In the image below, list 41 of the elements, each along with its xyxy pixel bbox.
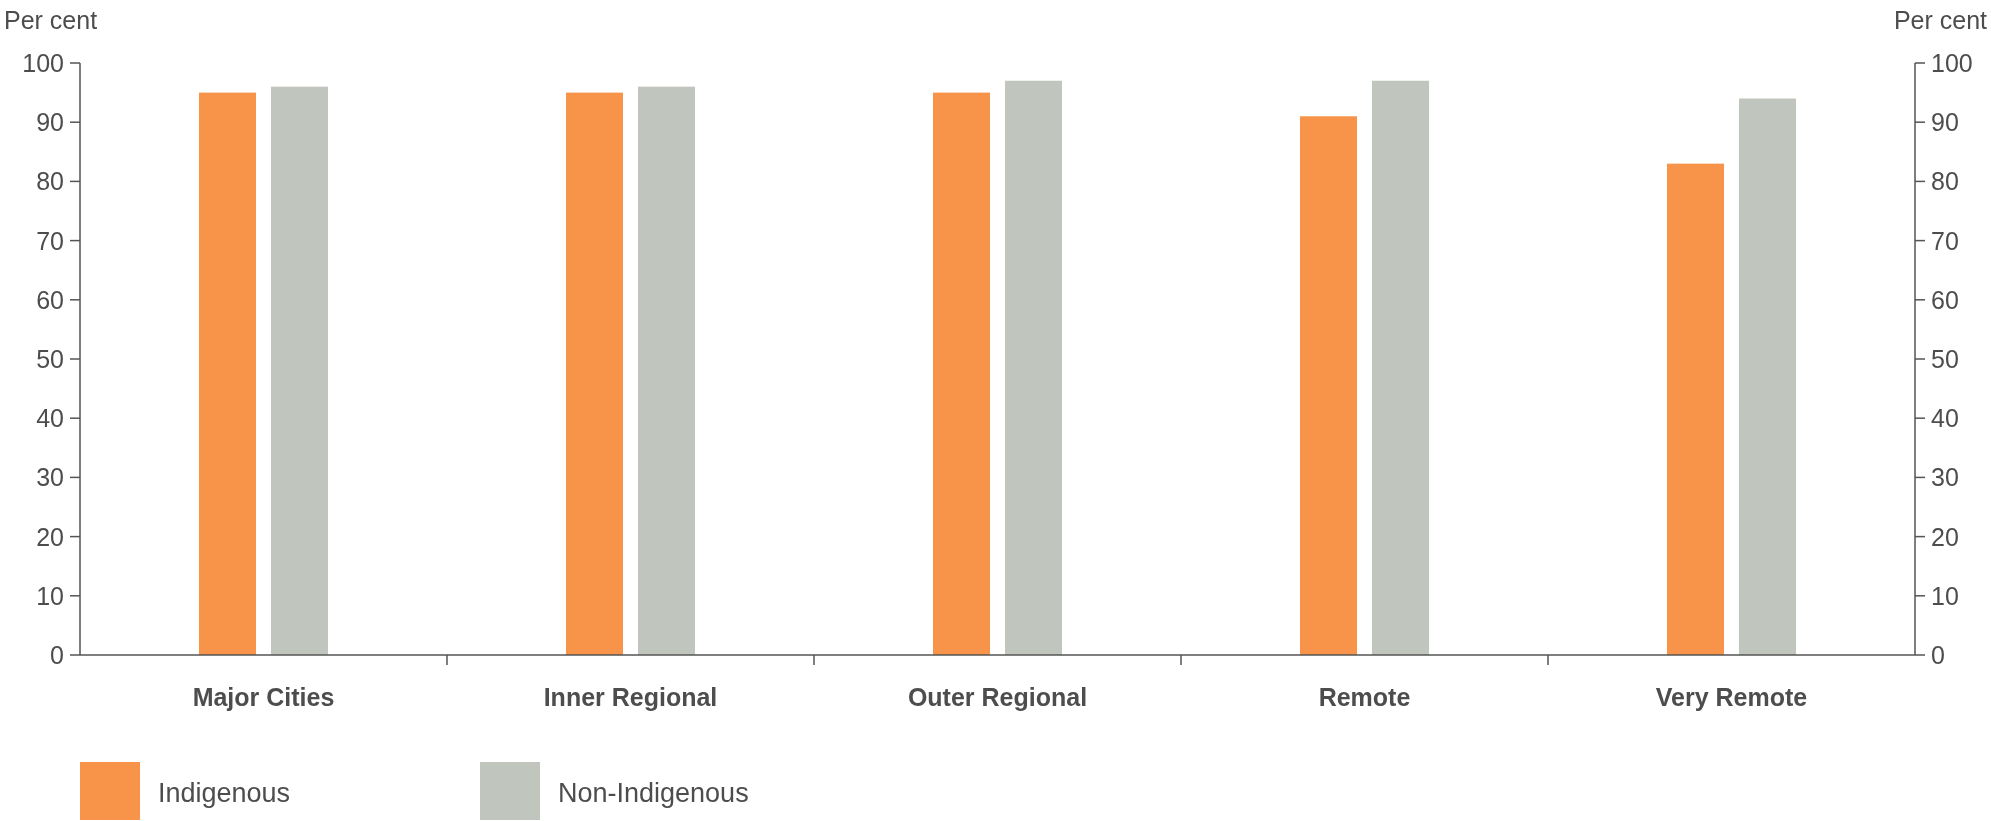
legend-label: Non-Indigenous: [558, 778, 749, 808]
y2-tick-label: 40: [1931, 404, 1959, 433]
legend-label: Indigenous: [158, 778, 291, 808]
y-tick-label: 60: [36, 285, 64, 314]
y-tick-label: 100: [22, 49, 64, 77]
y2-tick-label: 0: [1931, 641, 1945, 669]
y2-tick-label: 70: [1931, 226, 1959, 255]
y-tick-label: 10: [36, 581, 64, 610]
bar: [199, 92, 256, 655]
x-tick-label: Very Remote: [1655, 683, 1808, 711]
y2-tick-label: 100: [1931, 49, 1973, 77]
bar: [1005, 80, 1062, 655]
y-tick-label: 40: [36, 404, 64, 433]
x-tick-label: Major Cities: [192, 683, 335, 711]
y2-tick-label: 50: [1931, 345, 1959, 373]
x-tick-label: Outer Regional: [907, 683, 1088, 711]
y-tick-label: 80: [36, 167, 64, 196]
x-tick-label: Inner Regional: [543, 683, 718, 711]
y2-tick-label: 30: [1931, 463, 1959, 492]
y2-tick-label: 60: [1931, 285, 1959, 314]
bar: [1372, 80, 1429, 655]
y2-axis-title: Per cent: [1893, 6, 1988, 34]
y-tick-label: 0: [50, 641, 64, 669]
y2-tick-label: 10: [1931, 581, 1959, 610]
y-tick-label: 20: [36, 522, 64, 551]
bar: [271, 86, 328, 655]
y2-tick-label: 90: [1931, 108, 1959, 137]
y2-tick-label: 20: [1931, 522, 1959, 551]
y-tick-label: 90: [36, 108, 64, 137]
bar: [566, 92, 623, 655]
bar: [638, 86, 695, 655]
y-tick-label: 70: [36, 226, 64, 255]
bar: [933, 92, 990, 655]
y-tick-label: 50: [36, 345, 64, 373]
bar: [1300, 116, 1357, 655]
y2-tick-label: 80: [1931, 167, 1959, 196]
x-tick-label: Remote: [1318, 683, 1411, 711]
bar: [1739, 98, 1796, 655]
y-axis-title: Per cent: [4, 6, 98, 34]
bar: [1667, 163, 1724, 655]
y-tick-label: 30: [36, 463, 64, 492]
